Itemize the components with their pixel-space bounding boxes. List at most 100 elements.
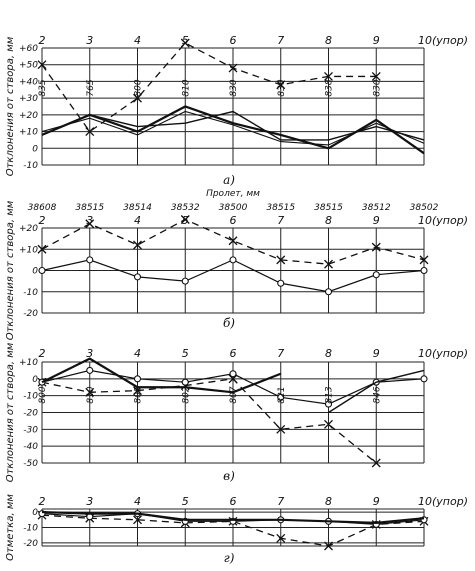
series-solid-circle bbox=[38, 366, 428, 408]
value-label: 810 bbox=[181, 79, 191, 96]
y-tick-label: 0 bbox=[32, 508, 38, 518]
span-label: 38515 bbox=[314, 203, 343, 213]
value-label: 805 bbox=[134, 386, 144, 403]
data-point-cross bbox=[324, 259, 333, 269]
series-solid-2 bbox=[328, 369, 425, 414]
data-point-cross bbox=[371, 242, 381, 252]
y-tick-label: -10 bbox=[23, 161, 38, 171]
span-label: 38500 bbox=[219, 203, 248, 213]
y-tick-label: +20 bbox=[19, 111, 38, 121]
chart-title: Пролет, мм bbox=[206, 189, 260, 199]
y-tick-label: -20 bbox=[23, 409, 38, 419]
chart-panel-v: +10 0 -10 -20 -30 -40 -50 2 3 4 5 6 7 8 9 10(упор) Откло… bbox=[5, 342, 468, 483]
y-tick-label: -10 bbox=[23, 524, 38, 534]
x-tick-label: 9 bbox=[373, 34, 380, 47]
y-tick-label: +30 bbox=[19, 94, 38, 104]
value-label: 800 bbox=[38, 386, 48, 403]
data-point-circle bbox=[86, 366, 94, 374]
span-label: 38512 bbox=[362, 203, 391, 213]
y-tick-label: -40 bbox=[23, 442, 38, 452]
x-tick-label: 7 bbox=[277, 34, 284, 47]
data-point-circle bbox=[181, 378, 189, 386]
y-axis-label: Отклонения от створа, мм bbox=[5, 36, 16, 176]
x-tick-label: 5 bbox=[182, 347, 189, 360]
x-tick-label: 2 bbox=[39, 495, 46, 508]
series-line bbox=[41, 105, 425, 155]
x-tick-label: 8 bbox=[325, 495, 332, 508]
x-tick-label: 7 bbox=[277, 214, 284, 227]
span-label: 38502 bbox=[410, 203, 439, 213]
y-tick-label: -20 bbox=[23, 539, 38, 549]
series-solid-circle bbox=[38, 256, 428, 296]
y-tick-label: -30 bbox=[23, 425, 38, 435]
y-tick-label: +10 bbox=[19, 245, 38, 255]
data-point-cross bbox=[180, 215, 190, 224]
x-tick-label: 9 bbox=[373, 495, 380, 508]
data-point-circle bbox=[277, 393, 285, 401]
value-label: 830 bbox=[229, 79, 239, 96]
y-tick-label: 0 bbox=[32, 375, 38, 385]
data-point-cross bbox=[228, 63, 238, 73]
panel-caption: б) bbox=[223, 316, 235, 330]
y-tick-label: 0 bbox=[32, 267, 38, 277]
data-point-cross bbox=[276, 424, 286, 434]
value-label: 838 bbox=[325, 79, 335, 96]
series-solid-1 bbox=[41, 105, 425, 155]
y-tick-label: +50 bbox=[19, 61, 38, 71]
x-tick-label: 6 bbox=[230, 495, 237, 508]
series-solid-1 bbox=[41, 357, 282, 394]
span-label: 38515 bbox=[266, 203, 295, 213]
data-point-cross bbox=[133, 515, 142, 525]
series-solid-3 bbox=[41, 110, 425, 146]
series-line bbox=[41, 357, 282, 394]
data-point-cross bbox=[371, 71, 381, 81]
x-tick-label: 3 bbox=[86, 34, 93, 47]
data-point-circle bbox=[38, 266, 46, 275]
series-line bbox=[41, 514, 425, 547]
y-tick-label: +20 bbox=[19, 224, 38, 234]
series-line bbox=[41, 110, 425, 146]
data-point-cross bbox=[85, 387, 95, 397]
data-point-circle bbox=[181, 277, 189, 285]
x-tick-label: 10(упор) bbox=[418, 347, 468, 360]
data-point-circle bbox=[277, 279, 285, 287]
panel-caption: г) bbox=[224, 551, 235, 565]
x-tick-label: 4 bbox=[134, 347, 141, 360]
x-tick-label: 9 bbox=[373, 214, 380, 227]
data-point-circle bbox=[133, 375, 142, 383]
y-axis-label: Отметка, мм bbox=[5, 494, 16, 561]
x-tick-label: 4 bbox=[134, 214, 141, 227]
x-tick-label: 7 bbox=[277, 495, 284, 508]
data-point-cross bbox=[228, 374, 238, 384]
y-axis-label: Отклонения от створа, мм bbox=[5, 342, 16, 482]
data-point-cross bbox=[276, 533, 286, 543]
panel-caption: в) bbox=[223, 469, 235, 483]
data-point-cross bbox=[419, 255, 429, 265]
chart-panel-a: +60 +50 +40 +30 +20 +10 0 -10 2 3 4 5 6 7 8 9 10(упор) От… bbox=[5, 34, 468, 187]
y-tick-label: -20 bbox=[23, 309, 38, 319]
series-dashed-cross bbox=[37, 215, 429, 269]
data-point-circle bbox=[420, 375, 428, 383]
x-tick-label: 5 bbox=[182, 214, 189, 227]
data-point-cross bbox=[133, 93, 142, 103]
data-point-cross bbox=[276, 80, 286, 90]
y-tick-label: +40 bbox=[19, 77, 38, 87]
value-label: 810 bbox=[86, 386, 96, 403]
x-tick-label: 5 bbox=[182, 34, 189, 47]
series-solid-1 bbox=[41, 510, 425, 524]
x-tick-label: 3 bbox=[86, 347, 93, 360]
value-label: 830 bbox=[372, 79, 382, 96]
x-tick-label: 6 bbox=[230, 214, 237, 227]
x-tick-label: 10(упор) bbox=[418, 495, 468, 508]
span-label: 38514 bbox=[123, 203, 152, 213]
x-tick-label: 6 bbox=[230, 347, 237, 360]
data-point-cross bbox=[180, 38, 190, 48]
x-tick-label: 3 bbox=[86, 214, 93, 227]
data-point-cross bbox=[228, 236, 238, 246]
series-line bbox=[328, 369, 425, 414]
data-point-circle bbox=[372, 271, 380, 279]
x-tick-label: 10(упор) bbox=[418, 34, 468, 47]
x-tick-label: 3 bbox=[86, 495, 93, 508]
data-point-cross bbox=[133, 240, 142, 250]
data-point-circle bbox=[133, 273, 142, 281]
